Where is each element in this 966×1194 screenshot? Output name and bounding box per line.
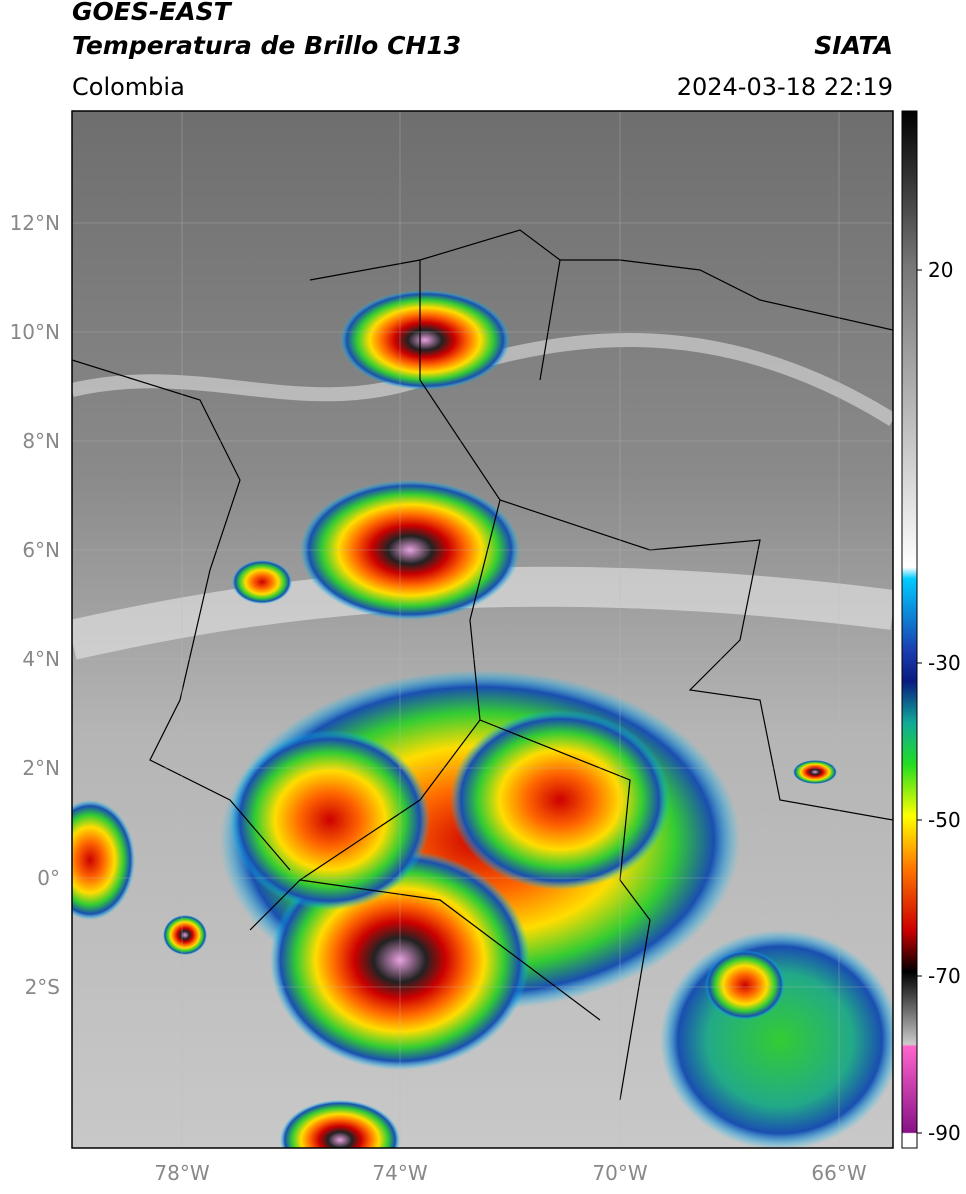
- colorbar-tick: -90: [928, 1121, 961, 1145]
- colorbar: [901, 110, 918, 1149]
- lat-label: 6°N: [22, 538, 60, 562]
- colorbar-tick: -50: [928, 808, 961, 832]
- colorbar-tick: 20: [928, 258, 953, 282]
- datetime: 2024-03-18 22:19: [677, 73, 893, 101]
- colorbar-tick: -30: [928, 651, 961, 675]
- lon-label: 70°W: [592, 1161, 647, 1185]
- lat-label: 8°N: [22, 429, 60, 453]
- map-frame: [71, 110, 894, 1149]
- lat-label: 12°N: [10, 211, 60, 235]
- lon-label: 66°W: [811, 1161, 866, 1185]
- lon-label: 78°W: [154, 1161, 209, 1185]
- satellite-image: [72, 111, 893, 1148]
- lon-label: 74°W: [372, 1161, 427, 1185]
- source: SIATA: [814, 31, 893, 60]
- lat-label: 2°S: [25, 975, 60, 999]
- title: GOES-EAST: [72, 0, 233, 26]
- subtitle: Temperatura de Brillo CH13: [72, 31, 461, 60]
- lat-label: 4°N: [22, 647, 60, 671]
- lat-label: 0°: [37, 866, 60, 890]
- lat-label: 2°N: [22, 756, 60, 780]
- region: Colombia: [72, 73, 185, 101]
- colorbar-tick: -70: [928, 964, 961, 988]
- lat-label: 10°N: [10, 320, 60, 344]
